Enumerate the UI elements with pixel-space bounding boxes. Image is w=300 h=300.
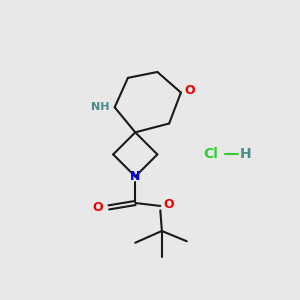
Text: O: O [93, 201, 104, 214]
Text: NH: NH [91, 102, 110, 112]
Text: O: O [163, 198, 174, 211]
Text: H: H [240, 147, 251, 161]
Text: Cl: Cl [203, 147, 218, 161]
Text: N: N [130, 170, 140, 183]
Text: O: O [184, 84, 195, 97]
